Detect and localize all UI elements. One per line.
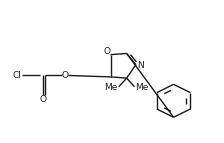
Text: O: O <box>39 95 46 104</box>
Text: O: O <box>61 71 69 80</box>
Text: O: O <box>103 47 110 56</box>
Text: Me: Me <box>136 83 149 92</box>
Text: Me: Me <box>104 83 118 92</box>
Text: N: N <box>138 61 144 70</box>
Text: Cl: Cl <box>12 71 21 80</box>
